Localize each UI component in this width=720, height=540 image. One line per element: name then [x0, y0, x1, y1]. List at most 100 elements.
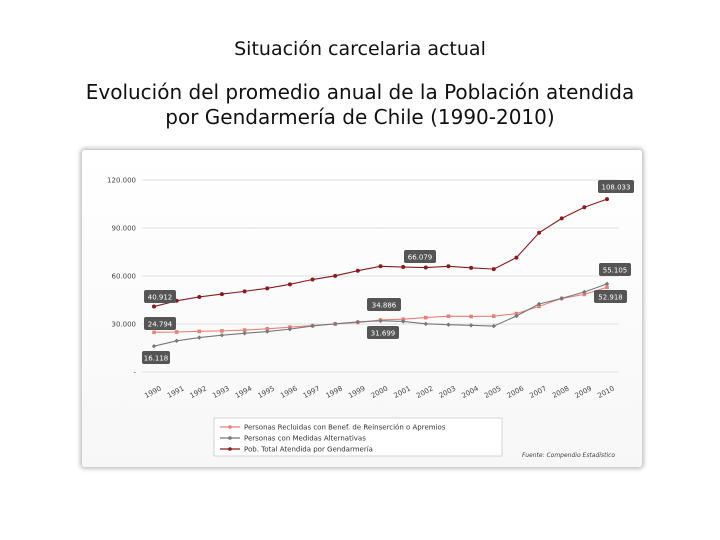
data-point	[378, 318, 383, 323]
y-tick-label: 60.000	[112, 273, 137, 281]
data-point	[582, 292, 587, 297]
data-point	[423, 321, 428, 327]
x-tick-label: 2006	[506, 384, 526, 400]
x-tick-label: 1998	[325, 385, 344, 400]
chart-heading-line-1: Evolución del promedio anual de la Pobla…	[85, 80, 635, 104]
data-point	[242, 289, 247, 294]
data-point	[242, 328, 247, 332]
data-point	[446, 264, 451, 269]
data-point	[604, 281, 610, 287]
data-point	[174, 330, 179, 334]
data-point	[469, 314, 473, 319]
data-point	[310, 323, 315, 329]
data-point	[424, 315, 428, 320]
x-tick-label: 1991	[166, 385, 185, 400]
data-point	[220, 329, 224, 333]
data-point	[514, 311, 519, 316]
source-note: Fuente: Compendio Estadístico	[522, 452, 615, 459]
data-point	[197, 335, 202, 340]
data-point	[333, 273, 338, 278]
legend-entry: Personas con Medidas Alternativas	[244, 435, 366, 443]
y-tick-label: 90.000	[112, 225, 137, 233]
data-point	[219, 292, 224, 297]
data-point	[219, 333, 225, 338]
data-label-box	[367, 298, 401, 311]
data-label: 55.105	[603, 267, 628, 275]
data-point	[287, 326, 293, 332]
data-point	[537, 230, 542, 235]
x-tick-label: 2009	[574, 385, 593, 400]
x-tick-label: 1999	[347, 385, 366, 400]
data-point	[446, 314, 451, 318]
data-point	[491, 323, 496, 329]
data-point	[378, 264, 383, 269]
legend-entry: Pob. Total Atendida por Gendarmería	[244, 446, 373, 454]
y-tick-label: 30.000	[112, 321, 137, 329]
data-point	[151, 344, 157, 349]
x-tick-label: 2005	[483, 385, 502, 400]
y-tick-label: 120.000	[107, 177, 136, 185]
x-tick-label: 1990	[143, 385, 162, 400]
data-label: 108.033	[602, 184, 631, 192]
data-point	[582, 289, 587, 295]
data-point	[355, 319, 361, 325]
data-point	[197, 329, 202, 334]
data-point	[537, 304, 541, 309]
data-label-box	[598, 180, 634, 193]
x-tick-label: 2000	[370, 385, 389, 400]
x-tick-label: 2007	[528, 385, 547, 400]
data-point	[265, 329, 270, 334]
data-point	[536, 301, 542, 307]
legend-entry: Personas Recluidas con Benef. de Reinser…	[244, 424, 446, 432]
x-tick-label: 2010	[596, 385, 615, 400]
x-tick-label: 1994	[234, 384, 254, 400]
chart-frame: 120.000 90.000 60.000 30.000-1990 1991 1992 19…	[82, 150, 642, 467]
legend-box	[213, 417, 503, 457]
data-point	[265, 286, 270, 291]
data-label: 52.918	[598, 294, 623, 302]
data-point	[400, 319, 406, 324]
data-point	[401, 317, 405, 321]
x-tick-label: 2002	[415, 385, 434, 400]
data-label: 34.886	[372, 302, 397, 310]
data-point	[446, 322, 451, 327]
x-tick-label: 2008	[551, 385, 570, 400]
data-label-box	[594, 290, 627, 303]
data-label-box	[599, 263, 631, 276]
data-point	[174, 338, 179, 343]
data-point	[559, 216, 564, 221]
data-label-box	[367, 326, 399, 339]
data-point	[355, 268, 360, 273]
data-point	[265, 327, 270, 331]
legend-marker	[228, 436, 232, 440]
data-label: 66.079	[408, 254, 433, 262]
data-point	[197, 294, 202, 299]
data-point	[152, 304, 156, 309]
data-point	[469, 265, 474, 270]
data-point	[287, 282, 292, 287]
data-point	[310, 277, 315, 282]
data-label-box	[142, 351, 170, 364]
data-point	[605, 285, 609, 290]
data-point	[491, 314, 496, 318]
data-point	[152, 330, 156, 335]
legend-marker	[228, 425, 232, 429]
data-label: 40.912	[148, 294, 173, 302]
chart-heading-line-2: por Gendarmería de Chile (1990-2010)	[165, 105, 555, 129]
data-point	[514, 313, 519, 319]
x-tick-label: 2003	[438, 385, 457, 400]
data-point	[333, 321, 338, 327]
data-point	[514, 255, 519, 260]
x-tick-label: 2004	[460, 384, 480, 400]
x-tick-label: 2001	[392, 385, 411, 400]
series-line-3	[153, 198, 608, 308]
data-label-box	[144, 290, 176, 303]
data-label: 24.794	[148, 321, 173, 329]
y-tick-label: -	[133, 369, 136, 377]
data-label: 31.699	[371, 330, 396, 338]
x-tick-label: 1997	[302, 385, 321, 400]
x-tick-label: 1996	[279, 384, 299, 400]
data-label-box	[144, 317, 176, 330]
data-point	[582, 205, 587, 210]
